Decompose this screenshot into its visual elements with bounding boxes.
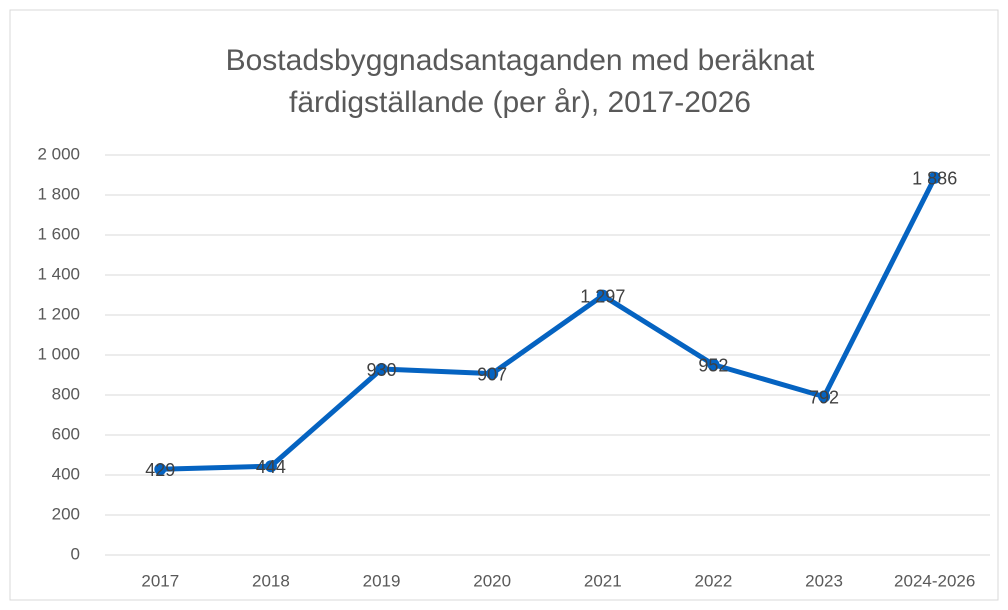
y-tick-label: 0 [71, 544, 80, 563]
x-tick-label: 2024-2026 [894, 571, 975, 590]
data-label: 907 [477, 364, 507, 384]
data-label: 1 297 [580, 286, 625, 306]
data-label: 1 886 [912, 169, 957, 189]
data-label: 952 [698, 355, 728, 375]
marker [596, 289, 609, 302]
data-label: 930 [367, 360, 397, 380]
marker [707, 358, 720, 371]
x-tick-label: 2022 [695, 571, 733, 590]
y-tick-label: 200 [52, 504, 80, 523]
x-tick-label: 2023 [805, 571, 843, 590]
data-label: 429 [145, 460, 175, 480]
y-tick-label: 800 [52, 384, 80, 403]
y-tick-label: 1 000 [37, 344, 80, 363]
x-tick-label: 2017 [141, 571, 179, 590]
marker [375, 363, 388, 375]
y-tick-label: 1 800 [37, 184, 80, 203]
chart-title: Bostadsbyggnadsantaganden med beräknat [226, 44, 815, 77]
data-label: 792 [809, 387, 839, 407]
y-tick-label: 400 [52, 464, 80, 483]
chart-title: färdigställande (per år), 2017-2026 [289, 86, 751, 119]
y-tick-label: 1 600 [37, 224, 80, 243]
marker [486, 367, 499, 380]
marker [928, 171, 941, 184]
data-label: 444 [256, 457, 286, 477]
y-tick-label: 1 200 [37, 304, 80, 323]
x-tick-label: 2019 [363, 571, 401, 590]
x-tick-label: 2020 [473, 571, 511, 590]
marker [818, 390, 831, 403]
x-tick-label: 2018 [252, 571, 290, 590]
marker [264, 460, 277, 473]
chart-frame [9, 9, 999, 601]
y-tick-label: 2 000 [37, 144, 80, 163]
marker [154, 463, 167, 476]
y-tick-label: 1 400 [37, 264, 80, 283]
y-tick-label: 600 [52, 424, 80, 443]
line [160, 176, 937, 472]
x-tick-label: 2021 [584, 571, 622, 590]
